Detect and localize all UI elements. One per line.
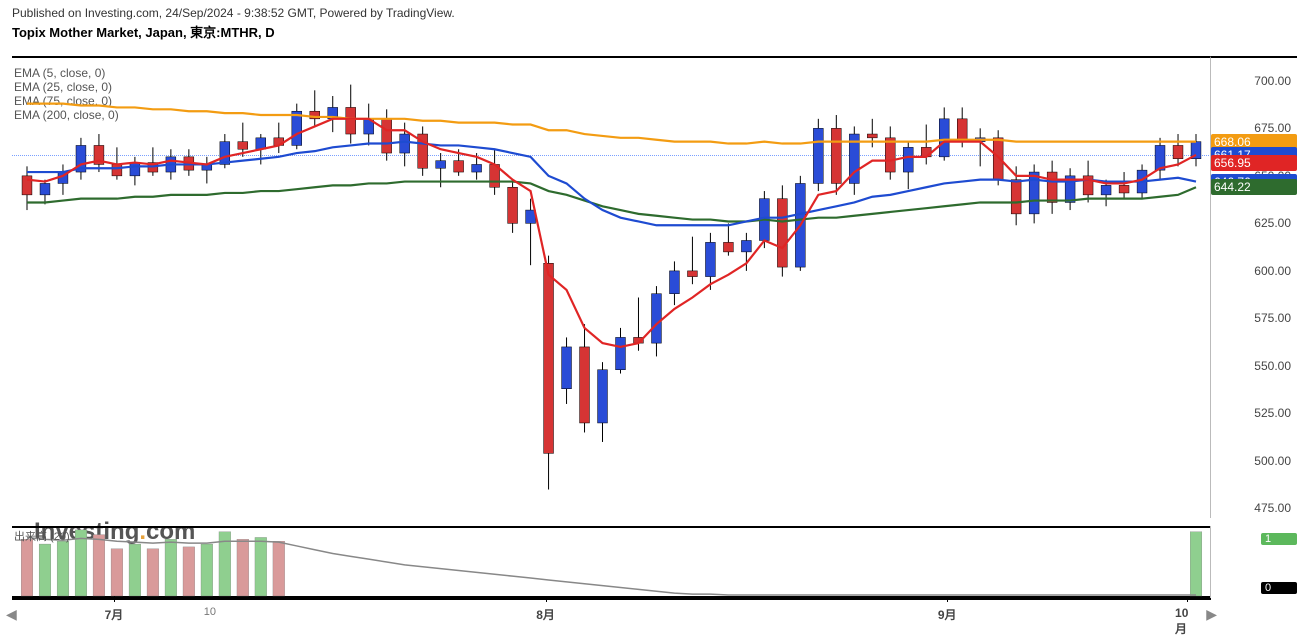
x-tick-major: 8月 [536,606,555,623]
x-tick-minor: 10 [204,606,216,618]
volume-tag: 0 [1261,582,1297,594]
scroll-left-arrow[interactable]: ◀ [6,606,17,623]
volume-axis: 10 [1210,526,1297,598]
volume-chart[interactable] [12,526,1211,598]
time-axis: ◀ ▶ 7月8月9月10月10 [12,598,1211,626]
scroll-right-arrow[interactable]: ▶ [1206,606,1217,623]
volume-label: 出来高 (20) [14,528,70,544]
x-tick-major: 7月 [105,606,124,623]
y-tick: 525.00 [1254,406,1291,420]
y-tick: 700.00 [1254,74,1291,88]
price-axis: 475.00 500.00 525.00 550.00 575.00 600.00 625.… [1210,56,1297,518]
chart-title: Topix Mother Market, Japan, 東京:MTHR, D [0,20,1297,41]
y-tick: 600.00 [1254,264,1291,278]
published-line: Published on Investing.com, 24/Sep/2024 … [0,0,1297,20]
y-tick: 625.00 [1254,216,1291,230]
price-tag: 644.22 [1211,179,1297,195]
x-tick-major: 10月 [1175,606,1199,637]
volume-tag: 1 [1261,533,1297,545]
y-tick: 475.00 [1254,501,1291,515]
price-tag: 656.95 [1211,155,1297,171]
y-tick: 500.00 [1254,454,1291,468]
price-chart[interactable]: Investing.com [12,56,1211,516]
x-tick-major: 9月 [938,606,957,623]
y-tick: 575.00 [1254,311,1291,325]
y-tick: 550.00 [1254,359,1291,373]
